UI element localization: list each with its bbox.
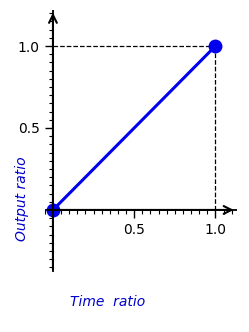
Text: Time  ratio: Time ratio: [70, 294, 145, 308]
Text: Output ratio: Output ratio: [15, 156, 29, 241]
